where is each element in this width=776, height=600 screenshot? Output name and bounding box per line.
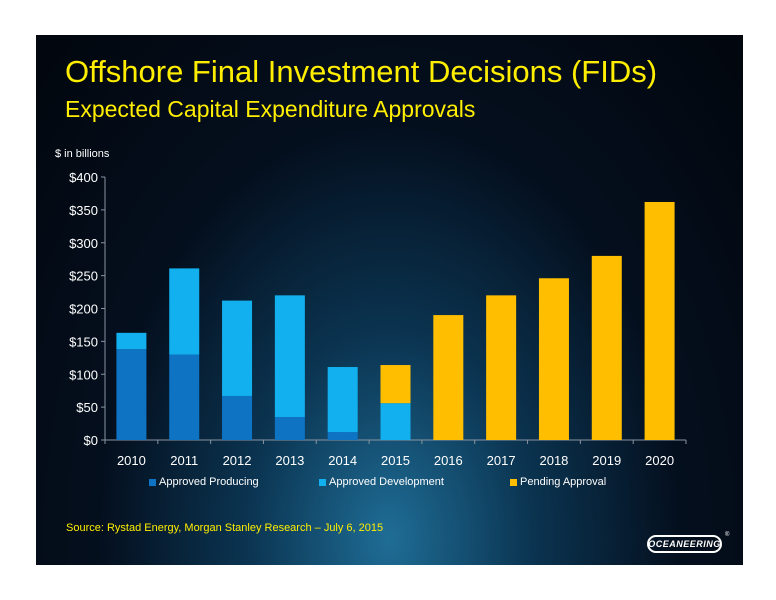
chart-subtitle: Expected Capital Expenditure Approvals [65, 96, 476, 122]
y-tick-label: $250 [69, 269, 98, 284]
legend: Approved Producing Approved Development … [36, 476, 743, 492]
legend-swatch-approved-development [319, 478, 326, 486]
chart-title: Offshore Final Investment Decisions (FID… [65, 54, 658, 89]
bar-approved-development-2010 [116, 332, 147, 350]
source-note: Source: Rystad Energy, Morgan Stanley Re… [66, 522, 384, 534]
x-tick-label: 2017 [487, 453, 516, 468]
y-tick-label: $200 [69, 302, 98, 317]
legend-item-approved-development: Approved Development [319, 476, 444, 488]
x-tick-label: 2014 [328, 453, 357, 468]
bar-pending-approval-2019 [591, 255, 622, 440]
x-tick-label: 2010 [117, 453, 146, 468]
y-tick-label: $50 [76, 400, 98, 415]
bar-pending-approval-2015 [380, 365, 411, 404]
bar-pending-approval-2018 [538, 278, 569, 440]
bar-approved-development-2011 [169, 268, 200, 355]
y-tick-label: $100 [69, 367, 98, 382]
bar-approved-development-2015 [380, 403, 411, 440]
x-tick-label: 2018 [539, 453, 568, 468]
legend-label: Approved Producing [159, 476, 259, 488]
bar-approved-producing-2013 [274, 416, 305, 440]
bar-pending-approval-2017 [486, 295, 517, 440]
x-tick-label: 2016 [434, 453, 463, 468]
legend-label: Approved Development [329, 476, 444, 488]
x-tick-label: 2019 [592, 453, 621, 468]
bar-approved-development-2014 [327, 367, 358, 433]
x-tick-label: 2012 [223, 453, 252, 468]
y-tick-label: $150 [69, 334, 98, 349]
registered-mark: ® [725, 532, 730, 538]
oceaneering-logo: OCEANEERING [647, 535, 722, 553]
bar-approved-development-2013 [274, 295, 305, 417]
x-tick-label: 2020 [645, 453, 674, 468]
legend-item-pending-approval: Pending Approval [510, 476, 606, 488]
x-tick-label: 2013 [275, 453, 304, 468]
bar-pending-approval-2016 [433, 315, 464, 440]
legend-swatch-approved-producing [149, 478, 156, 486]
x-tick-label: 2015 [381, 453, 410, 468]
bar-pending-approval-2020 [644, 201, 675, 440]
x-tick-label: 2011 [170, 453, 198, 468]
legend-item-approved-producing: Approved Producing [149, 476, 259, 488]
y-tick-label: $400 [69, 170, 98, 185]
bar-approved-producing-2014 [327, 432, 358, 440]
y-tick-label: $350 [69, 203, 98, 218]
legend-swatch-pending-approval [510, 478, 517, 486]
bar-chart: $0 $50 $100 $150 $200 $250 $300 $350 $400 2010 201… [69, 170, 687, 468]
y-tick-label: $0 [84, 433, 98, 448]
bar-approved-producing-2011 [169, 354, 200, 440]
legend-label: Pending Approval [520, 476, 607, 488]
bar-approved-development-2012 [222, 300, 253, 396]
slide: Offshore Final Investment Decisions (FID… [36, 35, 743, 565]
y-tick-label: $300 [69, 236, 98, 251]
bar-approved-producing-2012 [222, 395, 253, 440]
unit-label: $ in billions [55, 148, 110, 160]
bar-approved-producing-2010 [116, 349, 147, 440]
